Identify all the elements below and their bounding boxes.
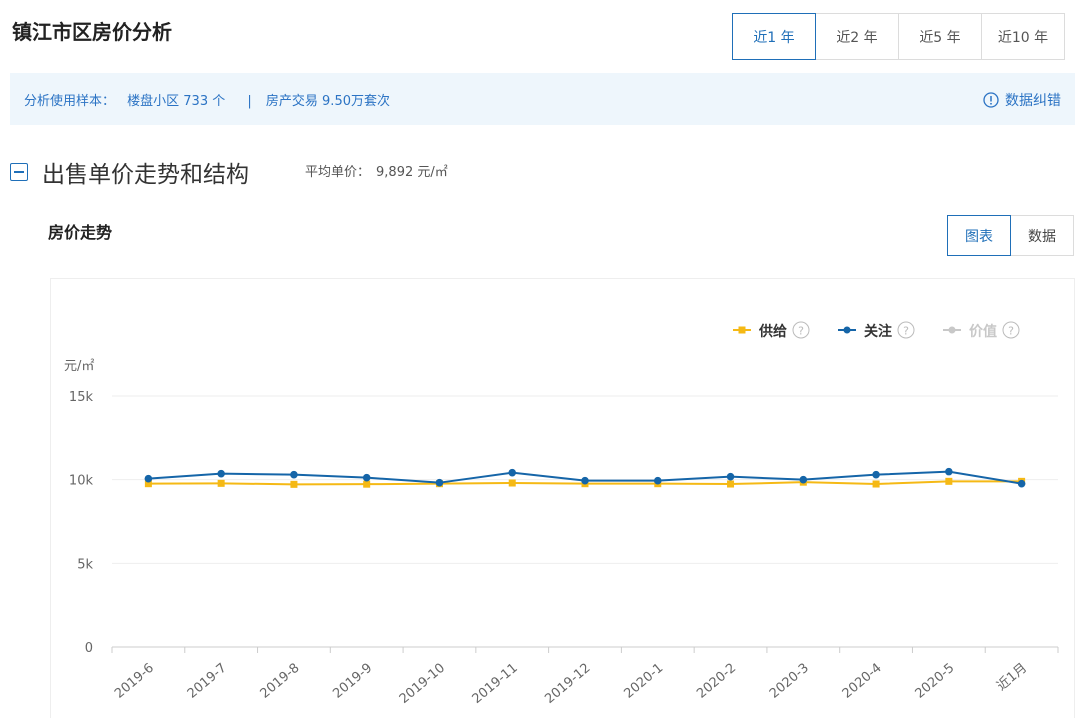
sample-bar: 分析使用样本： 楼盘小区 733 个 | 房产交易 9.50万套次 数据纠错 (10, 73, 1075, 125)
range-tabs: 近1 年近2 年近5 年近10 年 (732, 13, 1065, 60)
legend-marker (843, 326, 851, 334)
point (872, 470, 880, 479)
y-tick-label: 15k (69, 390, 94, 405)
x-tick-label: 2019-10 (397, 661, 448, 707)
point (508, 479, 516, 487)
legend-label: 关注 (864, 323, 892, 340)
x-tick-label: 2019-12 (542, 661, 593, 707)
point (872, 480, 880, 488)
point (290, 480, 298, 488)
range-tab[interactable]: 近10 年 (981, 13, 1065, 60)
sample-transactions: 房产交易 9.50万套次 (265, 94, 390, 109)
view-buttons: 图表 数据 (947, 215, 1074, 256)
view-button[interactable]: 图表 (947, 215, 1011, 256)
help-mark: ? (1008, 325, 1014, 338)
point (727, 480, 735, 488)
legend-marker (738, 326, 746, 334)
point (144, 480, 152, 488)
help-icon (792, 321, 810, 339)
x-tick-label: 2019-6 (112, 661, 157, 702)
x-tick-label: 2019-8 (258, 661, 303, 702)
x-tick-label: 2020-1 (621, 661, 666, 702)
point (363, 480, 371, 488)
help-icon (1002, 321, 1020, 339)
chart-box (50, 278, 1075, 718)
legend-item[interactable]: 关注? (838, 321, 915, 340)
sample-info: 分析使用样本： 楼盘小区 733 个 | 房产交易 9.50万套次 (24, 90, 398, 109)
x-tick-label: 2019-11 (470, 661, 521, 707)
point (217, 479, 225, 487)
legend-marker (948, 326, 956, 334)
correction-text: 数据纠错 (1005, 93, 1061, 109)
point (945, 477, 953, 485)
panel-title: 房价走势 (48, 223, 113, 242)
point (799, 475, 808, 484)
y-tick-label: 10k (69, 474, 94, 489)
point (144, 474, 153, 483)
page-title: 镇江市区房价分析 (12, 20, 172, 44)
section-title: 出售单价走势和结构 (42, 162, 249, 188)
range-tab[interactable]: 近1 年 (732, 13, 816, 60)
legend-label: 价值 (969, 323, 997, 340)
x-tick-label: 近1月 (994, 661, 1030, 695)
avg-value: 9,892 元/㎡ (376, 165, 448, 180)
x-tick-label: 2020-4 (840, 661, 885, 702)
point (362, 473, 371, 482)
legend-item[interactable]: 供给? (733, 321, 810, 340)
x-tick-label: 2020-5 (913, 661, 958, 702)
y-tick-label: 0 (85, 641, 93, 656)
collapse-icon[interactable] (10, 163, 28, 181)
help-icon (897, 321, 915, 339)
section-header: 出售单价走势和结构 (10, 155, 249, 189)
point (217, 469, 225, 478)
separator: | (247, 94, 252, 109)
legend-item[interactable]: 价值? (943, 321, 1020, 340)
x-tick-label: 2019-9 (330, 661, 375, 702)
x-tick-label: 2019-7 (185, 661, 230, 702)
x-tick-label: 2020-2 (694, 661, 739, 702)
sample-label: 分析使用样本： (24, 94, 116, 109)
point (581, 476, 589, 485)
point (945, 467, 953, 476)
legend-label: 供给 (758, 323, 787, 340)
y-unit: 元/㎡ (64, 359, 94, 374)
point (653, 476, 662, 485)
point (508, 468, 517, 477)
range-tab[interactable]: 近5 年 (898, 13, 982, 60)
sample-communities: 楼盘小区 733 个 (127, 94, 226, 109)
y-tick-label: 5k (77, 557, 93, 572)
point (290, 470, 298, 479)
help-mark: ? (798, 325, 804, 338)
info-icon (983, 92, 999, 108)
x-tick-label: 2020-3 (767, 661, 812, 702)
help-mark: ? (903, 325, 909, 338)
point (726, 472, 735, 481)
avg-price: 平均单价： 9,892 元/㎡ (305, 161, 448, 180)
avg-label: 平均单价： (305, 165, 371, 180)
correction-link[interactable]: 数据纠错 (983, 90, 1061, 110)
point (435, 478, 444, 487)
point (1017, 479, 1026, 488)
